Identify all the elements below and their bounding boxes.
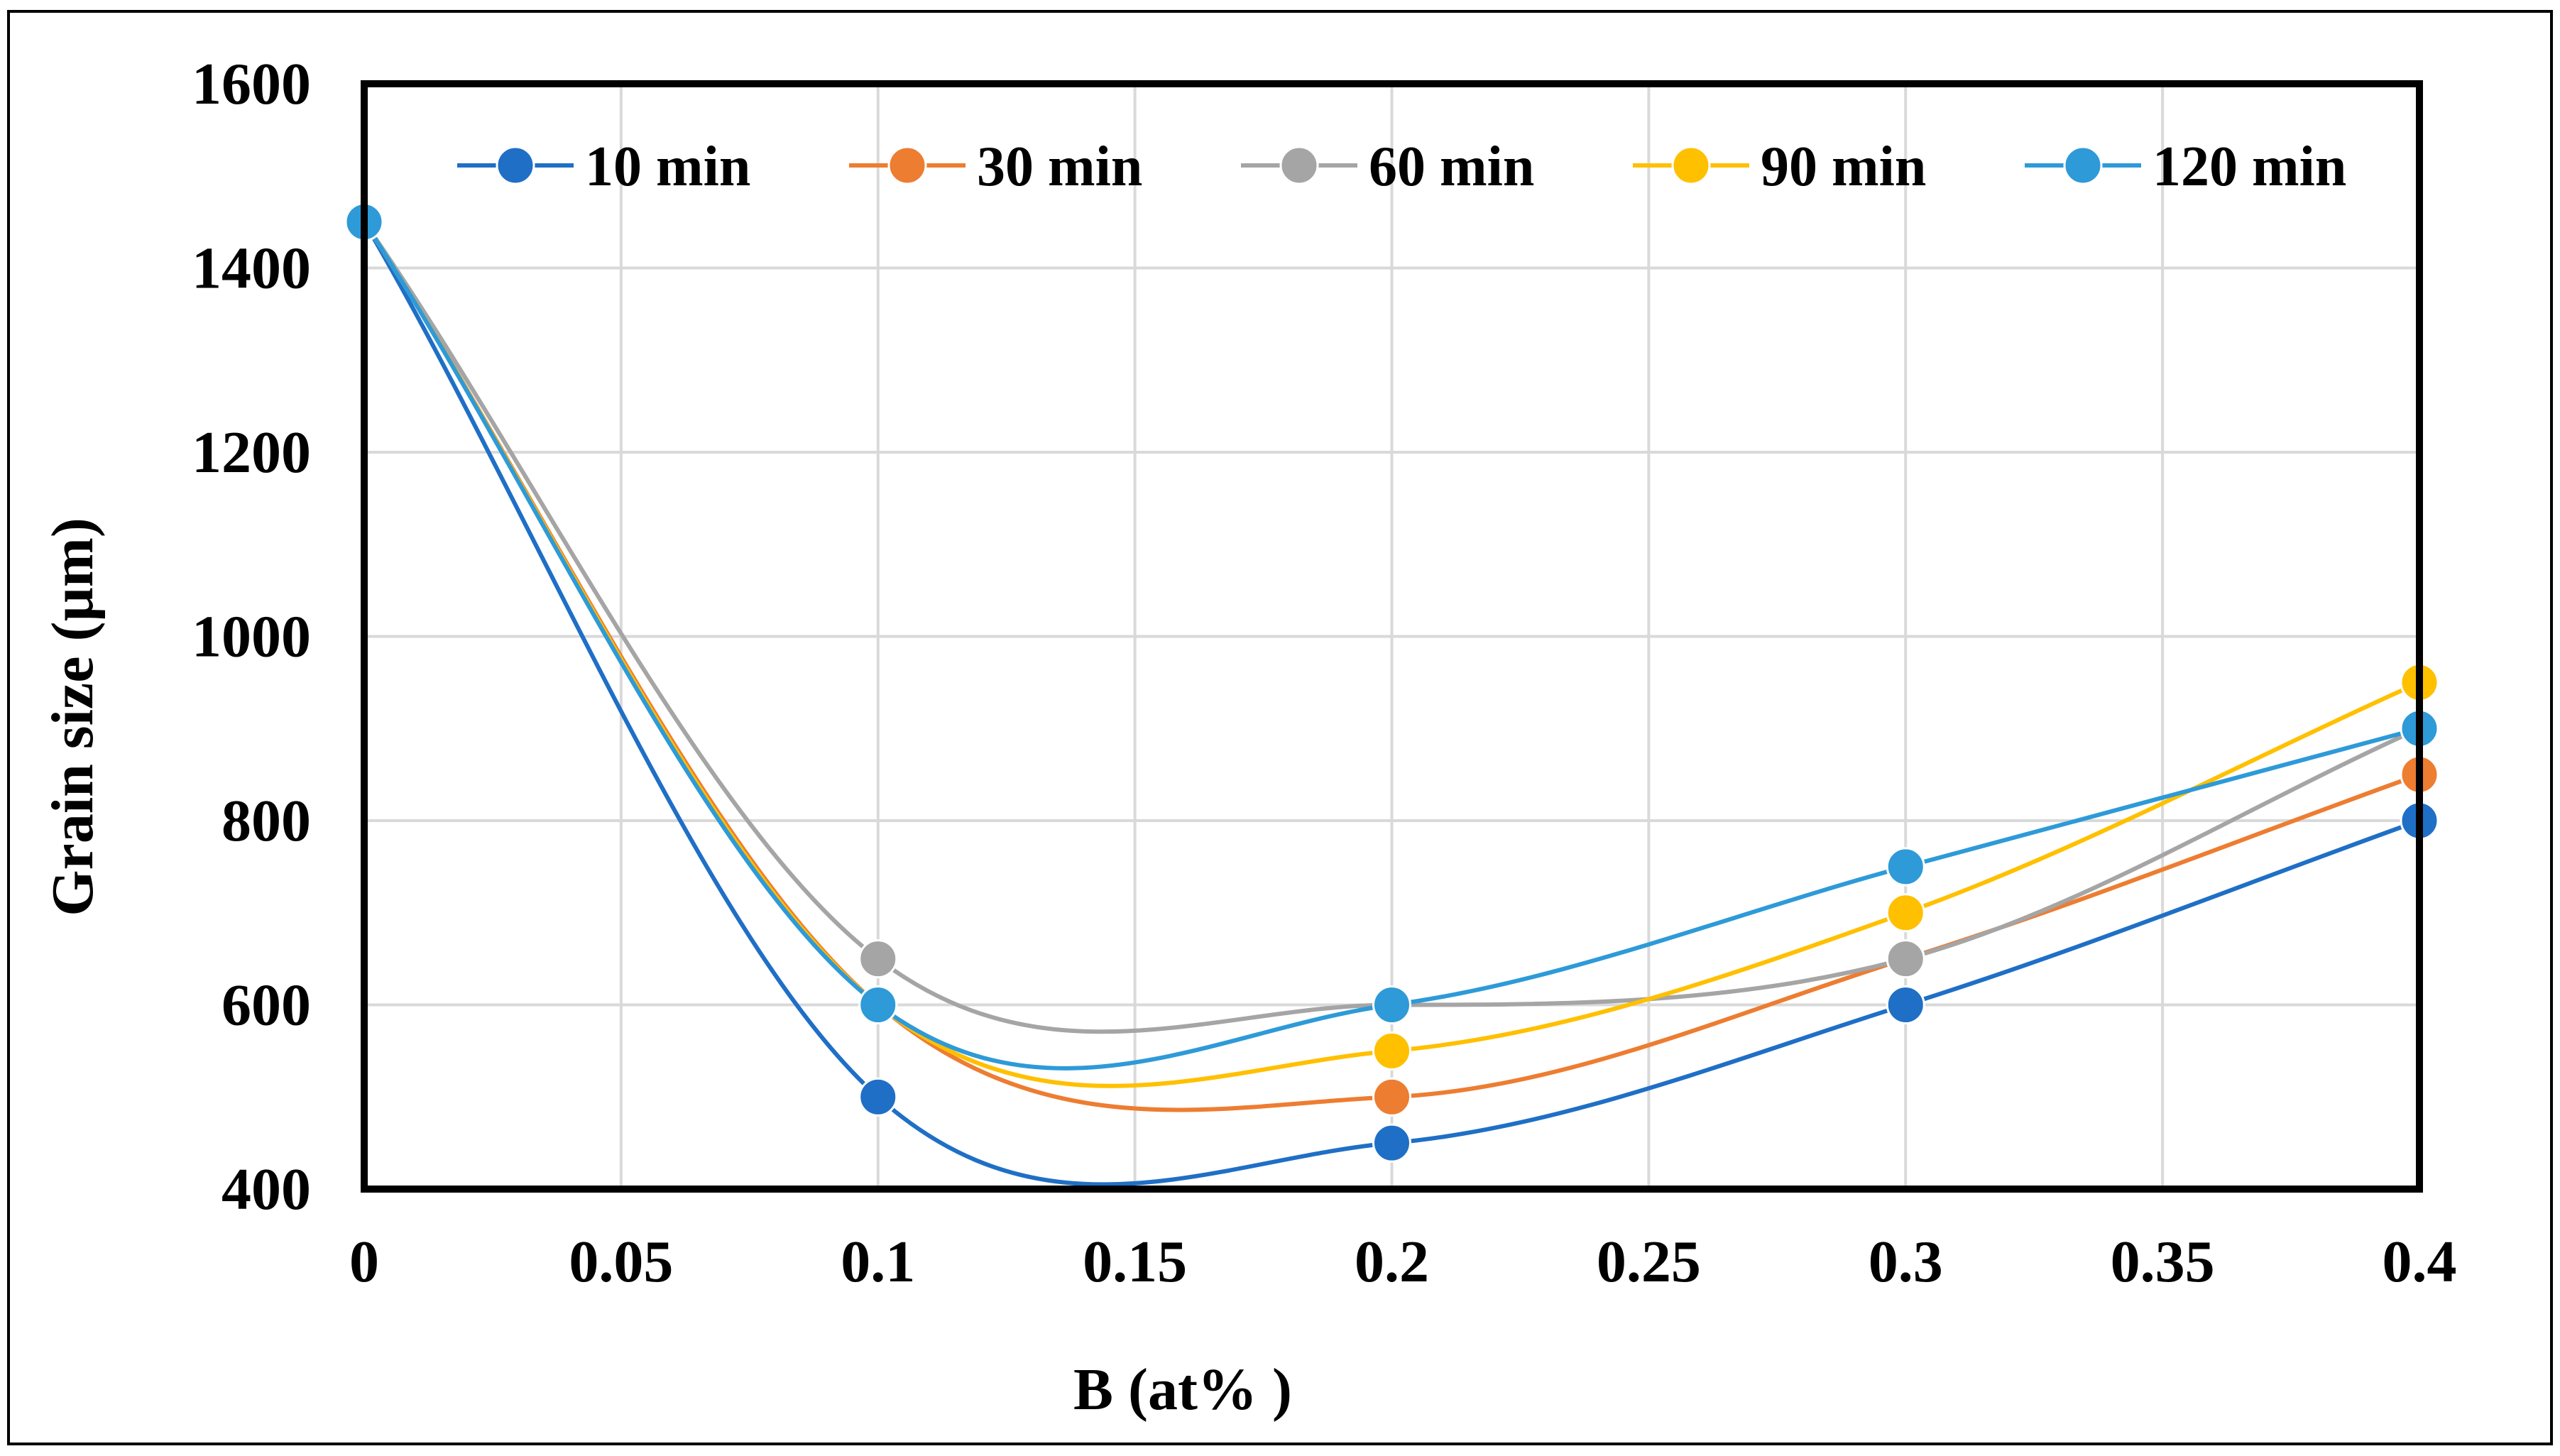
y-tick-label: 400 (221, 1156, 311, 1222)
legend-item: 60 min (1241, 136, 1534, 198)
legend-marker (887, 146, 927, 185)
legend-label: 60 min (1369, 136, 1534, 198)
legend-marker (1279, 146, 1319, 185)
series-line (362, 220, 2420, 1071)
data-point (1372, 1123, 1411, 1163)
series-120-min (344, 202, 2439, 1071)
legend-marker (1671, 146, 1711, 185)
tick-labels: 0 0.05 0.1 0.15 0.2 0.25 0.3 0.35 0.4 400 600 800 10… (192, 51, 2457, 1295)
data-point (1372, 1077, 1411, 1117)
data-point (1886, 893, 1925, 933)
data-point (1886, 985, 1925, 1024)
legend-label: 120 min (2153, 136, 2346, 198)
x-tick-label: 0.25 (1597, 1229, 1701, 1295)
series-line (362, 220, 2421, 1034)
data-point (858, 939, 898, 979)
legend-item: 90 min (1633, 136, 1926, 198)
data-point (1886, 939, 1925, 979)
x-axis-title: B (at% ) (1073, 1357, 1292, 1423)
y-axis-title: Grain size (µm) (40, 518, 106, 916)
x-tick-label: 0.1 (841, 1229, 915, 1295)
data-point (858, 985, 898, 1024)
x-tick-label: 0 (349, 1229, 379, 1295)
data-point (1372, 1031, 1411, 1071)
legend-marker (496, 146, 535, 185)
x-tick-label: 0.35 (2111, 1229, 2215, 1295)
data-point (1372, 985, 1411, 1024)
data-point (1886, 847, 1925, 887)
x-tick-label: 0.3 (1869, 1229, 1943, 1295)
data-point (858, 1077, 898, 1117)
legend-label: 30 min (977, 136, 1142, 198)
legend-label: 10 min (585, 136, 750, 198)
legend: 10 min 30 min 60 min 90 min 120 min (457, 136, 2346, 198)
legend-label: 90 min (1761, 136, 1926, 198)
plot-area-frame (361, 80, 2423, 1193)
legend-item: 10 min (457, 136, 750, 198)
y-tick-label: 1200 (192, 420, 311, 486)
y-tick-label: 600 (221, 973, 311, 1039)
y-tick-label: 1600 (192, 51, 311, 117)
y-tick-label: 1000 (192, 604, 311, 670)
series-line (362, 221, 2421, 1187)
x-tick-label: 0.2 (1355, 1229, 1429, 1295)
legend-item: 30 min (849, 136, 1142, 198)
y-tick-label: 800 (221, 788, 311, 854)
legend-marker (2063, 146, 2103, 185)
x-tick-label: 0.4 (2383, 1229, 2457, 1295)
y-tick-label: 1400 (192, 236, 311, 302)
legend-item: 120 min (2025, 136, 2346, 198)
series-layer (344, 202, 2439, 1187)
figure-border (7, 10, 2553, 1445)
x-tick-label: 0.05 (569, 1229, 673, 1295)
x-tick-label: 0.15 (1083, 1229, 1187, 1295)
